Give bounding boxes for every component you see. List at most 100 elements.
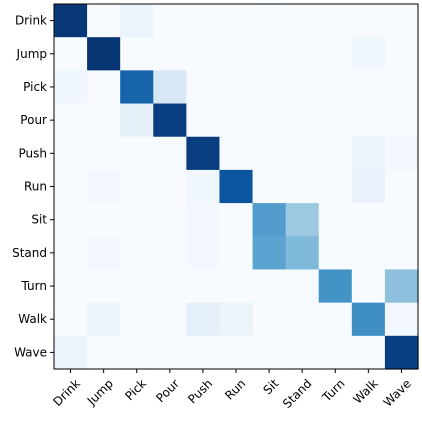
heatmap-cell-stand-sit bbox=[252, 236, 287, 271]
heatmap-cell-push-wave bbox=[384, 136, 419, 171]
heatmap-cell-walk-drink bbox=[54, 302, 88, 337]
y-tick-label-stand: Stand bbox=[12, 246, 47, 260]
heatmap-cell-jump-walk bbox=[351, 37, 386, 71]
heatmap-cell-run-wave bbox=[384, 169, 419, 204]
y-tick-label-jump: Jump bbox=[16, 47, 47, 61]
x-tick-label-pour: Pour bbox=[153, 376, 182, 405]
heatmap-cell-pour-jump bbox=[87, 103, 121, 138]
heatmap-cell-run-run bbox=[219, 169, 254, 204]
heatmap-cell-drink-push bbox=[186, 4, 221, 38]
heatmap-cell-drink-pour bbox=[153, 4, 187, 38]
heatmap-cell-stand-jump bbox=[87, 236, 121, 271]
heatmap-cell-push-jump bbox=[87, 136, 121, 171]
heatmap-cell-wave-turn bbox=[318, 335, 353, 370]
heatmap-cell-push-drink bbox=[54, 136, 88, 171]
heatmap-cell-walk-run bbox=[219, 302, 254, 337]
y-tick-label-wave: Wave bbox=[14, 345, 47, 359]
heatmap-cell-sit-pour bbox=[153, 203, 187, 237]
heatmap-cell-jump-push bbox=[186, 37, 221, 71]
heatmap-cell-jump-drink bbox=[54, 37, 88, 71]
heatmap-cell-turn-push bbox=[186, 269, 221, 304]
heatmap-cell-stand-wave bbox=[384, 236, 419, 271]
heatmap-cell-wave-jump bbox=[87, 335, 121, 370]
heatmap-cell-sit-wave bbox=[384, 203, 419, 237]
heatmap-cell-walk-sit bbox=[252, 302, 287, 337]
heatmap-cell-jump-stand bbox=[285, 37, 320, 71]
heatmap-cell-sit-stand bbox=[285, 203, 320, 237]
heatmap-cell-run-jump bbox=[87, 169, 121, 204]
heatmap-cell-drink-jump bbox=[87, 4, 121, 38]
heatmap-cell-turn-drink bbox=[54, 269, 88, 304]
heatmap-cell-push-turn bbox=[318, 136, 353, 171]
x-tick-label-stand: Stand bbox=[280, 376, 315, 411]
y-tick-labels: Drink Jump Pick Pour Push Run Sit Stand Turn Walk… bbox=[12, 14, 47, 360]
heatmap-cell-pour-walk bbox=[351, 103, 386, 138]
heatmap-cell-pour-push bbox=[186, 103, 221, 138]
x-tick-label-wave: Wave bbox=[381, 376, 414, 409]
heatmap-cell-jump-pick bbox=[120, 37, 154, 71]
heatmap-cell-turn-jump bbox=[87, 269, 121, 304]
heatmap-cell-wave-drink bbox=[54, 335, 88, 370]
x-tick-label-pick: Pick bbox=[122, 376, 149, 403]
x-tick-label-jump: Jump bbox=[84, 376, 116, 408]
heatmap-cell-pick-pick bbox=[120, 70, 154, 105]
heatmap-cell-run-walk bbox=[351, 169, 386, 204]
heatmap-cell-pour-sit bbox=[252, 103, 287, 138]
heatmap-cell-wave-pick bbox=[120, 335, 154, 370]
y-tick-label-walk: Walk bbox=[18, 312, 47, 326]
heatmap-cell-pour-turn bbox=[318, 103, 353, 138]
y-tick-label-pour: Pour bbox=[20, 113, 47, 127]
x-tick-label-walk: Walk bbox=[350, 376, 380, 406]
heatmap-cell-push-stand bbox=[285, 136, 320, 171]
heatmap-cell-walk-turn bbox=[318, 302, 353, 337]
y-tick-label-drink: Drink bbox=[15, 14, 47, 28]
heatmap-cell-run-stand bbox=[285, 169, 320, 204]
heatmap-cell-sit-jump bbox=[87, 203, 121, 237]
heatmap-cell-walk-pour bbox=[153, 302, 187, 337]
heatmap-cell-turn-turn bbox=[318, 269, 353, 304]
heatmap-cell-walk-stand bbox=[285, 302, 320, 337]
x-tick-label-push: Push bbox=[185, 376, 215, 406]
heatmap-cell-drink-pick bbox=[120, 4, 154, 38]
heatmap-cell-pick-turn bbox=[318, 70, 353, 105]
heatmap-cell-wave-stand bbox=[285, 335, 320, 370]
heatmap-cell-run-turn bbox=[318, 169, 353, 204]
heatmap-cell-pick-sit bbox=[252, 70, 287, 105]
heatmap-cell-drink-run bbox=[219, 4, 254, 38]
heatmap-cell-stand-run bbox=[219, 236, 254, 271]
heatmap-cell-pour-drink bbox=[54, 103, 88, 138]
heatmap-cell-stand-pour bbox=[153, 236, 187, 271]
heatmap-cell-walk-push bbox=[186, 302, 221, 337]
heatmap-cell-push-pour bbox=[153, 136, 187, 171]
heatmap-cell-drink-walk bbox=[351, 4, 386, 38]
heatmap-cell-stand-stand bbox=[285, 236, 320, 271]
heatmap-cell-stand-drink bbox=[54, 236, 88, 271]
heatmap-cell-stand-push bbox=[186, 236, 221, 271]
heatmap-cell-jump-wave bbox=[384, 37, 419, 71]
x-tick-label-sit: Sit bbox=[260, 376, 281, 397]
heatmap-cell-pick-pour bbox=[153, 70, 187, 105]
heatmap-cell-sit-walk bbox=[351, 203, 386, 237]
heatmap-cell-sit-drink bbox=[54, 203, 88, 237]
heatmap-cell-walk-walk bbox=[351, 302, 386, 337]
heatmap-cell-run-sit bbox=[252, 169, 287, 204]
heatmap-cell-drink-stand bbox=[285, 4, 320, 38]
heatmap-cell-walk-jump bbox=[87, 302, 121, 337]
heatmap-cell-push-walk bbox=[351, 136, 386, 171]
heatmap-cell-jump-jump bbox=[87, 37, 121, 71]
heatmap-cell-turn-run bbox=[219, 269, 254, 304]
heatmap-cell-push-pick bbox=[120, 136, 154, 171]
heatmap-cell-wave-push bbox=[186, 335, 221, 370]
heatmap-cell-jump-pour bbox=[153, 37, 187, 71]
heatmap-cell-walk-wave bbox=[384, 302, 419, 337]
heatmap-cell-sit-sit bbox=[252, 203, 287, 237]
heatmap-cell-stand-walk bbox=[351, 236, 386, 271]
heatmap-cell-sit-run bbox=[219, 203, 254, 237]
heatmap-cell-wave-walk bbox=[351, 335, 386, 370]
heatmap-cell-pour-pick bbox=[120, 103, 154, 138]
heatmap-cell-pour-stand bbox=[285, 103, 320, 138]
heatmap-cell-turn-pick bbox=[120, 269, 154, 304]
heatmap-cell-pick-run bbox=[219, 70, 254, 105]
heatmap-cell-sit-turn bbox=[318, 203, 353, 237]
